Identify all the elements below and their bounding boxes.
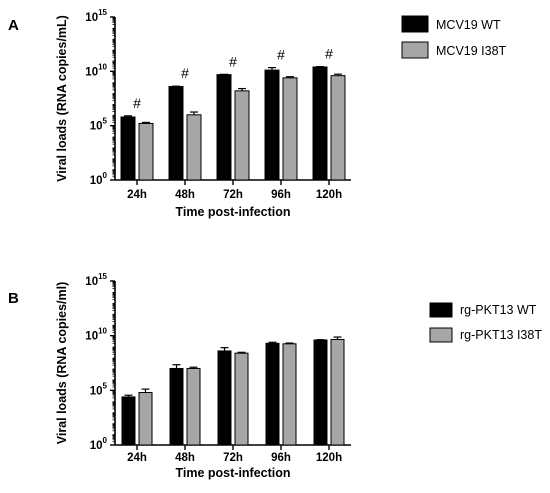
bar-rg-pkt13-wt	[169, 367, 184, 446]
y-tick-label: 1015	[85, 272, 107, 288]
y-tick-label: 1010	[85, 327, 107, 343]
y-tick-label: 100	[90, 436, 108, 452]
y-axis-title: Viral loads (RNA copies/mL)	[55, 15, 69, 182]
x-axis-title: Time post-infection	[175, 466, 290, 480]
bar-rg-pkt13-i38t	[234, 352, 249, 446]
bar-rg-pkt13-wt	[121, 396, 136, 446]
x-tick-label: 24h	[127, 189, 147, 201]
y-tick-label: 1010	[85, 62, 107, 78]
significance-mark: #	[181, 65, 189, 81]
bar-mcv19-wt	[120, 116, 136, 181]
y-tick-label: 105	[90, 117, 108, 133]
legend-label: MCV19 I38T	[436, 44, 507, 58]
bar-mcv19-i38t	[282, 77, 298, 181]
bar-rg-pkt13-i38t	[282, 343, 297, 446]
panel-b: B Viral loads (RNA copies/ml) 100 105 1010 10…	[8, 272, 542, 480]
panel-letter: A	[8, 17, 19, 34]
y-tick-label: 1015	[85, 8, 107, 24]
legend-label: MCV19 WT	[436, 18, 501, 32]
bar-rg-pkt13-i38t	[138, 392, 153, 446]
x-tick-label: 72h	[223, 452, 243, 464]
bar-rg-pkt13-wt	[313, 339, 328, 446]
bar-mcv19-i38t	[186, 114, 202, 181]
legend-label: rg-PKT13 WT	[460, 303, 537, 317]
x-tick-label: 24h	[127, 452, 147, 464]
bar-mcv19-wt	[168, 86, 184, 181]
x-tick-label: 96h	[271, 189, 291, 201]
x-axis-title: Time post-infection	[175, 205, 290, 219]
x-tick-label: 48h	[175, 189, 195, 201]
x-tick-label: 120h	[316, 452, 342, 464]
x-tick-label: 96h	[271, 452, 291, 464]
significance-mark: #	[229, 53, 237, 69]
x-tick-label: 72h	[223, 189, 243, 201]
significance-mark: #	[277, 47, 285, 63]
significance-mark: #	[325, 46, 333, 62]
panel-a: A Viral loads (RNA copies/mL) 100 105 1010 10…	[8, 8, 507, 219]
panel-letter: B	[8, 290, 19, 307]
y-tick-label: 100	[90, 171, 108, 187]
x-tick-label: 48h	[175, 452, 195, 464]
legend-swatch	[401, 15, 429, 33]
bar-rg-pkt13-i38t	[330, 338, 345, 446]
x-tick-label: 120h	[316, 189, 342, 201]
legend-swatch	[429, 327, 453, 343]
bar-mcv19-wt	[264, 69, 280, 181]
bar-rg-pkt13-wt	[265, 342, 280, 446]
legend-label: rg-PKT13 I38T	[460, 328, 542, 342]
legend-swatch	[401, 41, 429, 59]
bar-rg-pkt13-wt	[217, 350, 232, 446]
bar-mcv19-i38t	[330, 75, 346, 181]
y-tick-label: 105	[90, 381, 108, 397]
legend-swatch	[429, 302, 453, 318]
significance-mark: #	[133, 95, 141, 111]
bar-mcv19-wt	[312, 66, 328, 181]
bar-mcv19-i38t	[234, 90, 250, 181]
bar-mcv19-i38t	[138, 122, 154, 181]
y-axis-title: Viral loads (RNA copies/ml)	[55, 282, 69, 445]
bar-mcv19-wt	[216, 74, 232, 181]
bar-rg-pkt13-i38t	[186, 367, 201, 446]
